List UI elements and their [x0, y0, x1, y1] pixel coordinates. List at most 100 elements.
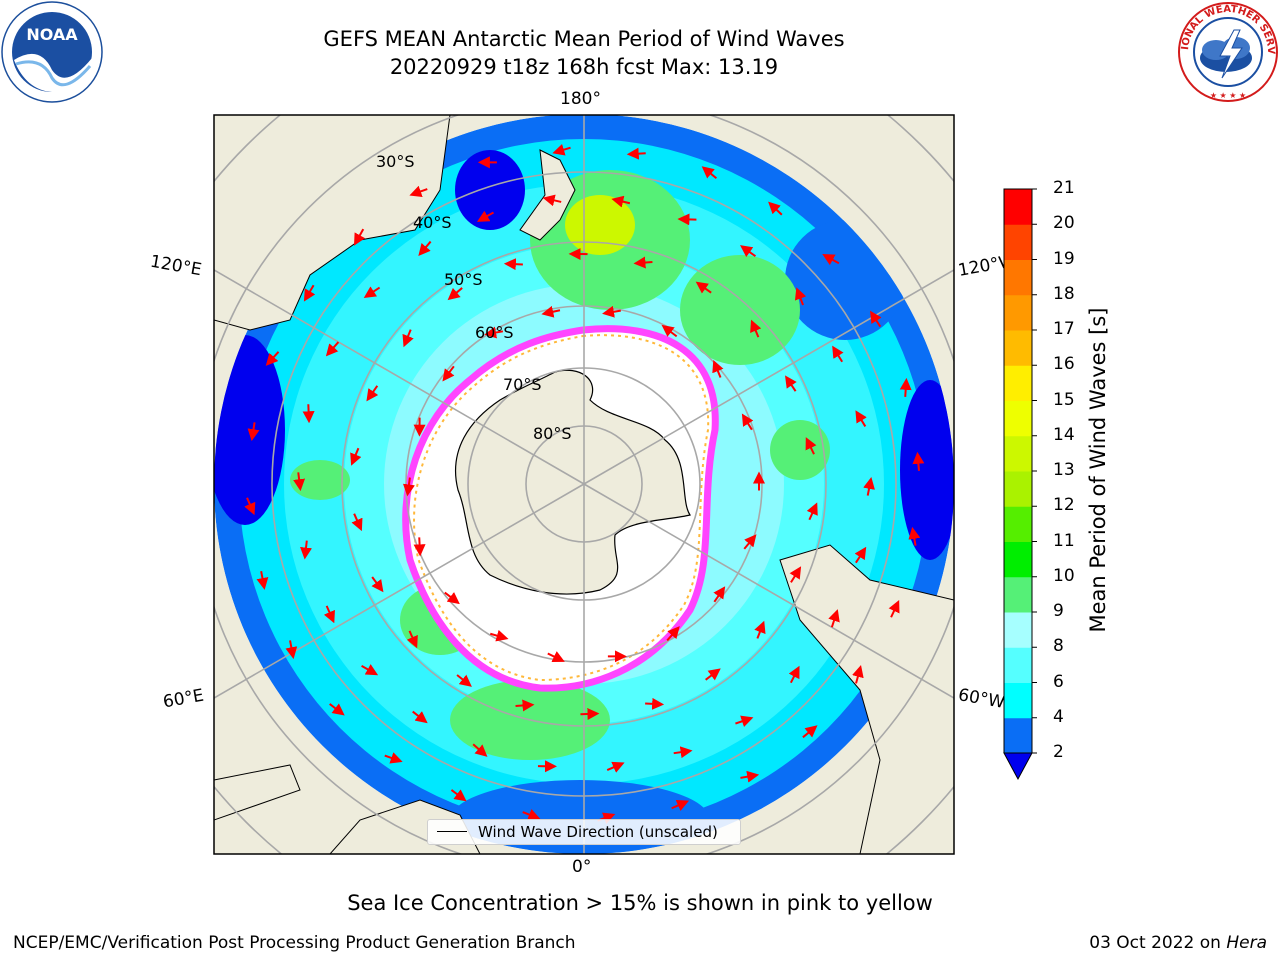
- wind-wave-arrow: [705, 668, 721, 681]
- wind-wave-arrow: [350, 447, 362, 466]
- wind-wave-arrow: [515, 699, 535, 712]
- parallel-label-50s: 50°S: [444, 270, 483, 289]
- wind-wave-arrow: [852, 665, 864, 684]
- wind-wave-arrow: [302, 404, 315, 424]
- generation-date: 03 Oct 2022 on Hera: [1089, 933, 1267, 953]
- colorbar-bin: [1004, 189, 1032, 225]
- colorbar-bin: [1004, 259, 1032, 296]
- antarctica-landmass: [454, 369, 691, 595]
- colorbar-bin: [1004, 435, 1032, 472]
- nws-logo-stars: ★ ★ ★ ★: [1210, 91, 1246, 100]
- meridian-label-0: 0°: [572, 857, 592, 877]
- wind-wave-arrow: [863, 476, 875, 496]
- wind-wave-arrow: [293, 472, 306, 492]
- colorbar-bin: [1004, 471, 1032, 507]
- wind-wave-arrow: [450, 789, 467, 802]
- wind-wave-arrow: [645, 697, 665, 710]
- sea-ice-note: Sea Ice Concentration > 15% is shown in …: [347, 891, 933, 915]
- wind-wave-arrow: [806, 502, 818, 521]
- wind-wave-arrow: [303, 284, 316, 302]
- graticule: [214, 115, 954, 854]
- wind-wave-arrow: [832, 345, 844, 363]
- wind-wave-arrow: [768, 201, 783, 216]
- map-frame: [213, 114, 955, 855]
- wind-wave-arrow: [413, 537, 426, 557]
- colorbar-tick-label: 12: [1053, 495, 1075, 516]
- wind-wave-arrow: [611, 195, 631, 208]
- wind-wave-arrow: [384, 752, 403, 764]
- colorbar-bin: [1004, 576, 1032, 613]
- madagascar-landmass: [214, 764, 301, 821]
- wind-wave-arrow: [323, 605, 335, 624]
- colorbar-tick-label: 20: [1053, 213, 1075, 234]
- wind-wave-arrow: [363, 286, 381, 299]
- wind-wave-arrow: [626, 147, 646, 160]
- wind-wave-arrow: [256, 571, 269, 590]
- map-legend: Wind Wave Direction (unscaled): [427, 819, 741, 845]
- wind-wave-arrow: [741, 413, 754, 431]
- colorbar-tick-label: 19: [1053, 248, 1075, 269]
- wind-wave-arrow: [456, 674, 472, 687]
- wind-wave-arrow: [489, 629, 509, 642]
- wind-wave-arrow: [822, 254, 840, 266]
- colorbar-bin: [1004, 294, 1032, 331]
- colorbar-bin: [1004, 365, 1032, 401]
- parallel-label-40s: 40°S: [413, 213, 452, 232]
- national-weather-service-logo: NATIONAL WEATHER SERVICE ★ ★ ★ ★: [1176, 0, 1278, 102]
- parallel-label-30s: 30°S: [376, 152, 415, 171]
- wind-wave-arrow: [265, 351, 280, 366]
- wind-wave-arrow: [325, 341, 340, 357]
- meridian-label-180: 180°: [560, 89, 601, 109]
- wind-wave-arrow: [673, 746, 693, 759]
- wind-wave-arrow: [794, 287, 807, 306]
- colorbar-tick-label: 8: [1053, 636, 1064, 657]
- wind-wave-arrow: [854, 546, 867, 564]
- colorbar-tick-label: 11: [1053, 530, 1075, 551]
- wind-wave-arrow: [541, 305, 561, 318]
- colorbar-bin: [1004, 400, 1032, 437]
- wind-wave-arrow: [476, 210, 494, 222]
- wind-wave-arrow: [361, 664, 379, 676]
- colorbar-tick-label: 13: [1053, 460, 1075, 480]
- wind-wave-arrow: [606, 761, 625, 773]
- wind-wave-arrow: [522, 809, 541, 821]
- colorbar-bin: [1004, 717, 1032, 754]
- colorbar-bin: [1004, 647, 1032, 683]
- parallel-label-60s: 60°S: [475, 323, 514, 342]
- wind-wave-arrow: [735, 715, 754, 727]
- colorbar-tick-label: 4: [1053, 706, 1064, 727]
- wind-wave-arrow: [285, 640, 298, 660]
- wind-wave-arrow: [789, 566, 802, 583]
- colorbar-label: Mean Period of Wind Waves [s]: [1086, 307, 1110, 633]
- wind-wave-arrow: [503, 258, 523, 271]
- wind-wave-arrow: [695, 281, 712, 294]
- wind-wave-arrow: [366, 385, 379, 402]
- parallel-label-70s: 70°S: [503, 375, 542, 394]
- wind-wave-arrow: [805, 437, 817, 455]
- host-name: Hera: [1226, 933, 1267, 953]
- wind-wave-arrow: [713, 586, 726, 603]
- wind-wave-arrow: [472, 743, 488, 757]
- wind-wave-arrow: [580, 707, 600, 720]
- colorbar-tick-label: 10: [1053, 565, 1075, 586]
- wind-wave-arrow: [855, 410, 867, 427]
- wind-wave-arrow: [484, 326, 504, 339]
- wind-wave-arrow: [754, 620, 766, 639]
- wind-wave-arrow: [785, 375, 797, 392]
- colorbar-tick-label: 16: [1053, 354, 1075, 375]
- wind-wave-arrow: [402, 329, 414, 348]
- legend-label: Wind Wave Direction (unscaled): [478, 823, 718, 841]
- wind-wave-arrow: [602, 305, 621, 318]
- wind-wave-arrow: [247, 422, 260, 442]
- wind-wave-arrow: [412, 710, 428, 724]
- wind-wave-arrow: [442, 365, 455, 382]
- colorbar-tick-label: 14: [1053, 424, 1075, 445]
- wind-wave-arrow: [712, 359, 724, 378]
- wind-wave-arrow: [418, 240, 432, 257]
- wind-wave-arrow: [353, 228, 366, 246]
- wind-wave-arrow: [802, 725, 818, 739]
- colorbar-under-extension: [1003, 752, 1033, 781]
- wind-wave-arrow: [828, 609, 840, 628]
- wind-wave-arrow: [661, 324, 678, 338]
